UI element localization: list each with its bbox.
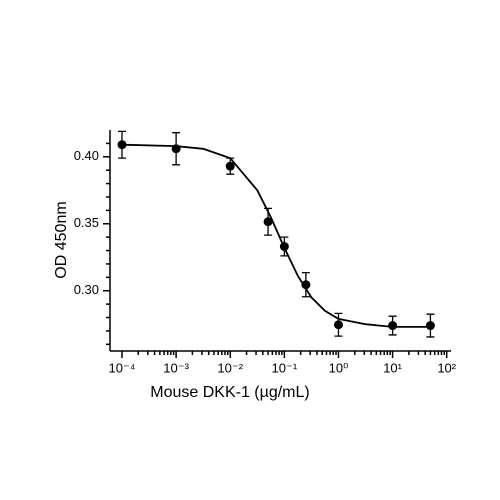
data-point [171, 144, 181, 154]
x-tick-label: 10⁻¹ [272, 360, 298, 375]
data-point [425, 321, 435, 331]
y-tick-label: 0.40 [74, 148, 99, 163]
data-point [225, 161, 235, 171]
x-tick-label: 10⁻³ [163, 360, 189, 375]
y-tick-label: 0.30 [74, 282, 99, 297]
data-point [279, 242, 289, 252]
x-tick-label: 10⁻⁴ [109, 360, 136, 375]
data-point [263, 217, 273, 227]
x-tick-label: 10² [437, 360, 456, 375]
data-point [117, 140, 127, 150]
x-tick-label: 10¹ [383, 360, 402, 375]
y-tick-label: 0.35 [74, 215, 99, 230]
data-point [301, 280, 311, 290]
x-axis-title: Mouse DKK-1 (µg/mL) [150, 384, 309, 401]
data-point [388, 321, 398, 331]
fit-curve [121, 143, 431, 328]
y-axis-title: OD 450nm [53, 201, 70, 278]
x-tick-label: 10⁰ [329, 360, 349, 375]
x-tick-label: 10⁻² [217, 360, 243, 375]
data-point [333, 320, 343, 330]
